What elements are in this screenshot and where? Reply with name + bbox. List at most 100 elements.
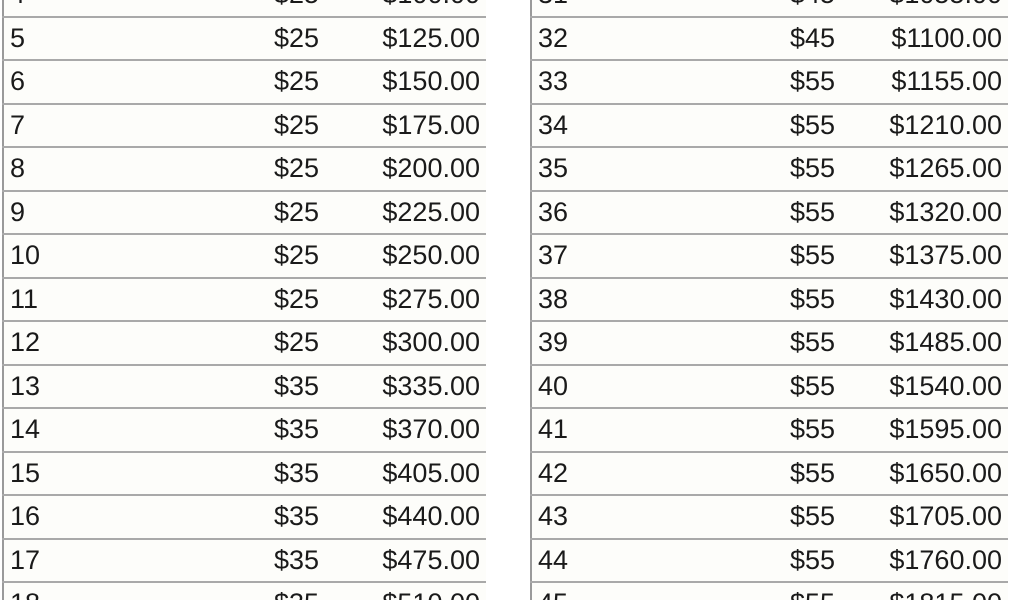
cell-amount: $150.00 — [325, 59, 486, 105]
cell-quantity: 31 — [530, 0, 731, 18]
table-row[interactable]: 32 $45 $1100.00 — [530, 15, 1008, 61]
cell-quantity: 38 — [530, 276, 731, 322]
table-row[interactable]: 11 $25 $275.00 — [2, 276, 486, 322]
table-row[interactable]: 4$25$100.00 — [2, 0, 486, 18]
cell-rate: $45 — [731, 0, 841, 18]
cell-amount: $1650.00 — [841, 450, 1008, 496]
table-row[interactable]: 38 $55 $1430.00 — [530, 276, 1008, 322]
cell-quantity: 5 — [2, 15, 213, 61]
cell-rate: $55 — [731, 450, 841, 496]
table-row[interactable]: 36 $55 $1320.00 — [530, 189, 1008, 235]
cell-rate: $35 — [213, 581, 325, 600]
table-row[interactable]: 15 $35 $405.00 — [2, 450, 486, 496]
table-row[interactable]: 33 $55 $1155.00 — [530, 59, 1008, 105]
cell-rate: $55 — [731, 537, 841, 583]
cell-rate: $55 — [731, 276, 841, 322]
right-table-stack: 31$45$1055.0032$45$1100.0033$55$1155.003… — [530, 0, 1008, 600]
cell-amount: $1760.00 — [841, 537, 1008, 583]
cell-amount: $1100.00 — [841, 15, 1008, 61]
cell-amount: $200.00 — [325, 146, 486, 192]
cell-amount: $1055.00 — [841, 0, 1008, 18]
cell-quantity: 13 — [2, 363, 213, 409]
table-row[interactable]: 13 $35 $335.00 — [2, 363, 486, 409]
cell-rate: $25 — [213, 102, 325, 148]
cell-rate: $55 — [731, 189, 841, 235]
table-row[interactable]: 14 $35 $370.00 — [2, 407, 486, 453]
table-row[interactable]: 12 $25 $300.00 — [2, 320, 486, 366]
table-row[interactable]: 8 $25 $200.00 — [2, 146, 486, 192]
table-row[interactable]: 42 $55 $1650.00 — [530, 450, 1008, 496]
cell-amount: $1375.00 — [841, 233, 1008, 279]
table-row[interactable]: 5 $25 $125.00 — [2, 15, 486, 61]
cell-rate: $55 — [731, 581, 841, 600]
table-row[interactable]: 6 $25 $150.00 — [2, 59, 486, 105]
table-row[interactable]: 18$35$510.00 — [2, 581, 486, 600]
cell-amount: $100.00 — [325, 0, 486, 18]
cell-amount: $1595.00 — [841, 407, 1008, 453]
cell-quantity: 4 — [2, 0, 213, 18]
cell-rate: $55 — [731, 59, 841, 105]
table-row[interactable]: 37 $55 $1375.00 — [530, 233, 1008, 279]
table-row[interactable]: 39 $55 $1485.00 — [530, 320, 1008, 366]
left-table-viewport: 4$25$100.005$25$125.006$25$150.007$25$17… — [2, 0, 486, 600]
cell-rate: $55 — [731, 146, 841, 192]
cell-rate: $55 — [731, 363, 841, 409]
cell-quantity: 43 — [530, 494, 731, 540]
cell-quantity: 45 — [530, 581, 731, 600]
cell-rate: $35 — [213, 537, 325, 583]
cell-rate: $55 — [731, 494, 841, 540]
cell-quantity: 11 — [2, 276, 213, 322]
cell-quantity: 39 — [530, 320, 731, 366]
table-row[interactable]: 44 $55 $1760.00 — [530, 537, 1008, 583]
cell-quantity: 40 — [530, 363, 731, 409]
table-row[interactable]: 34 $55 $1210.00 — [530, 102, 1008, 148]
cell-quantity: 14 — [2, 407, 213, 453]
table-row[interactable]: 45$55$1815.00 — [530, 581, 1008, 600]
cell-amount: $475.00 — [325, 537, 486, 583]
cell-amount: $1485.00 — [841, 320, 1008, 366]
table-row[interactable]: 10 $25 $250.00 — [2, 233, 486, 279]
cell-amount: $1540.00 — [841, 363, 1008, 409]
cell-rate: $25 — [213, 0, 325, 18]
table-row[interactable]: 7 $25 $175.00 — [2, 102, 486, 148]
cell-quantity: 37 — [530, 233, 731, 279]
cell-rate: $35 — [213, 363, 325, 409]
cell-rate: $55 — [731, 320, 841, 366]
table-row[interactable]: 31$45$1055.00 — [530, 0, 1008, 18]
cell-rate: $25 — [213, 189, 325, 235]
cell-quantity: 7 — [2, 102, 213, 148]
cell-rate: $35 — [213, 450, 325, 496]
cell-amount: $1320.00 — [841, 189, 1008, 235]
cell-quantity: 32 — [530, 15, 731, 61]
cell-amount: $510.00 — [325, 581, 486, 600]
cell-quantity: 9 — [2, 189, 213, 235]
cell-rate: $25 — [213, 320, 325, 366]
cell-rate: $25 — [213, 233, 325, 279]
cell-amount: $405.00 — [325, 450, 486, 496]
cell-amount: $1210.00 — [841, 102, 1008, 148]
table-row[interactable]: 40 $55 $1540.00 — [530, 363, 1008, 409]
rate-table-right: 31$45$1055.0032$45$1100.0033$55$1155.003… — [530, 0, 1008, 600]
cell-rate: $25 — [213, 276, 325, 322]
table-row[interactable]: 41 $55 $1595.00 — [530, 407, 1008, 453]
cell-quantity: 15 — [2, 450, 213, 496]
cell-amount: $370.00 — [325, 407, 486, 453]
cell-amount: $275.00 — [325, 276, 486, 322]
cell-rate: $25 — [213, 146, 325, 192]
cell-rate: $55 — [731, 102, 841, 148]
cell-quantity: 35 — [530, 146, 731, 192]
table-row[interactable]: 35 $55 $1265.00 — [530, 146, 1008, 192]
left-table-stack: 4$25$100.005$25$125.006$25$150.007$25$17… — [2, 0, 486, 600]
cell-quantity: 17 — [2, 537, 213, 583]
table-row[interactable]: 17 $35 $475.00 — [2, 537, 486, 583]
cell-amount: $1265.00 — [841, 146, 1008, 192]
cell-quantity: 8 — [2, 146, 213, 192]
cell-quantity: 6 — [2, 59, 213, 105]
table-row[interactable]: 43 $55 $1705.00 — [530, 494, 1008, 540]
table-row[interactable]: 9 $25 $225.00 — [2, 189, 486, 235]
cell-amount: $300.00 — [325, 320, 486, 366]
right-table-viewport: 31$45$1055.0032$45$1100.0033$55$1155.003… — [530, 0, 1008, 600]
table-row[interactable]: 16 $35 $440.00 — [2, 494, 486, 540]
cell-quantity: 16 — [2, 494, 213, 540]
cell-rate: $35 — [213, 407, 325, 453]
